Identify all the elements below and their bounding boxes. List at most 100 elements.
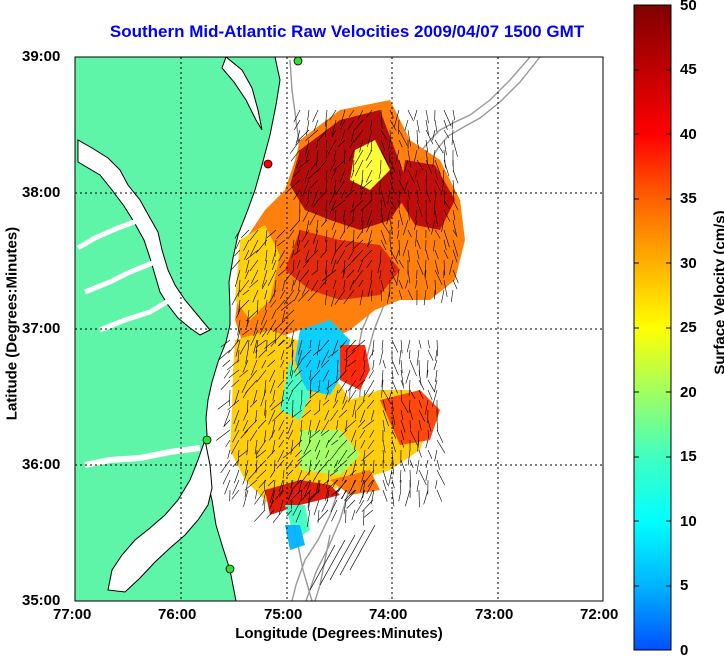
velocity-arrow bbox=[325, 489, 329, 501]
velocity-arrow bbox=[418, 419, 422, 431]
velocity-arrow bbox=[434, 269, 443, 285]
velocity-arrow bbox=[351, 509, 356, 521]
velocity-arrow bbox=[237, 319, 241, 336]
velocity-arrow bbox=[400, 369, 404, 386]
velocity-arrow bbox=[254, 459, 267, 472]
velocity-arrow bbox=[291, 379, 303, 392]
velocity-arrow bbox=[338, 479, 347, 493]
velocity-arrow bbox=[290, 139, 301, 154]
velocity-arrow bbox=[302, 259, 310, 268]
velocity-arrow bbox=[357, 259, 364, 273]
colorbar-tick-label: 15 bbox=[680, 448, 697, 465]
velocity-arrow bbox=[415, 169, 418, 179]
velocity-arrow bbox=[244, 479, 258, 491]
velocity-arrow bbox=[220, 379, 231, 391]
velocity-arrow bbox=[333, 459, 339, 469]
velocity-arrow bbox=[319, 339, 330, 352]
velocity-arrow bbox=[382, 389, 392, 405]
velocity-arrow bbox=[312, 469, 321, 482]
velocity-arrow bbox=[434, 159, 441, 175]
velocity-arrow bbox=[325, 179, 328, 191]
velocity-arrow bbox=[270, 339, 277, 347]
velocity-arrow bbox=[436, 419, 438, 432]
velocity-arrow bbox=[365, 149, 373, 161]
colorbar-ticks bbox=[634, 69, 671, 587]
velocity-arrow bbox=[309, 369, 312, 381]
velocity-arrow bbox=[418, 379, 425, 390]
velocity-arrow bbox=[329, 449, 339, 462]
velocity-arrow bbox=[335, 479, 348, 494]
velocity-arrow bbox=[359, 479, 365, 492]
station-hatteras bbox=[225, 564, 235, 574]
velocity-arrow bbox=[452, 239, 459, 257]
velocity-arrow bbox=[391, 339, 399, 353]
velocity-arrow bbox=[434, 119, 438, 133]
velocity-arrow bbox=[255, 349, 258, 359]
velocity-arrow bbox=[281, 479, 285, 493]
velocity-arrow bbox=[427, 449, 433, 460]
velocity-arrow bbox=[407, 449, 411, 466]
velocity-arrow bbox=[231, 489, 240, 500]
velocity-arrow bbox=[325, 439, 330, 448]
velocity-arrow bbox=[231, 289, 241, 306]
velocity-arrow bbox=[388, 389, 393, 400]
velocity-arrow bbox=[349, 524, 376, 571]
velocity-arrow bbox=[407, 229, 412, 238]
velocity-arrow bbox=[232, 429, 240, 443]
velocity-arrow bbox=[452, 219, 457, 236]
velocity-arrow bbox=[325, 449, 330, 459]
velocity-arrow bbox=[312, 109, 319, 123]
velocity-arrow bbox=[370, 269, 373, 281]
velocity-arrow bbox=[345, 419, 348, 433]
velocity-arrow bbox=[403, 179, 409, 194]
velocity-arrow bbox=[261, 329, 268, 338]
velocity-arrow bbox=[349, 279, 355, 291]
velocity-arrow bbox=[254, 509, 266, 522]
velocity-arrow bbox=[289, 359, 294, 377]
velocity-arrow bbox=[391, 419, 395, 430]
velocity-arrow bbox=[434, 139, 444, 154]
velocity-arrow bbox=[346, 219, 355, 229]
velocity-arrow bbox=[407, 289, 413, 301]
velocity-arrow bbox=[239, 339, 249, 355]
velocity-arrow bbox=[304, 169, 310, 182]
bay-river-3 bbox=[99, 297, 172, 333]
velocity-arrow bbox=[331, 169, 337, 180]
velocity-arrow bbox=[280, 359, 285, 368]
colorbar-tick-label: 35 bbox=[680, 190, 697, 207]
velocity-arrow bbox=[243, 409, 249, 421]
velocity-arrow bbox=[452, 189, 455, 199]
velocity-arrow bbox=[386, 289, 391, 304]
velocity-arrow bbox=[380, 209, 384, 224]
velocity-arrow bbox=[443, 259, 446, 276]
velocity-arrow bbox=[329, 469, 339, 477]
velocity-arrow bbox=[433, 359, 438, 371]
velocity-arrow bbox=[443, 119, 448, 130]
velocity-arrow bbox=[417, 439, 420, 452]
velocity-arrow bbox=[238, 279, 241, 297]
velocity-arrow bbox=[286, 509, 293, 517]
velocity-arrow bbox=[234, 229, 241, 239]
velocity-arrow bbox=[434, 249, 439, 260]
velocity-arrow bbox=[298, 429, 303, 447]
velocity-arrow bbox=[293, 109, 301, 123]
velocity-arrow bbox=[402, 239, 409, 257]
velocity-arrow bbox=[382, 449, 385, 464]
velocity-arrow bbox=[222, 359, 231, 367]
velocity-arrow bbox=[253, 339, 258, 354]
velocity-arrow bbox=[264, 379, 267, 396]
velocity-arrow bbox=[382, 489, 388, 502]
velocity-arrow bbox=[443, 279, 448, 297]
velocity-arrow bbox=[246, 439, 249, 456]
velocity-arrow bbox=[398, 239, 401, 256]
velocity-arrow bbox=[297, 339, 303, 356]
velocity-arrow bbox=[395, 149, 400, 165]
velocity-arrow bbox=[261, 279, 268, 290]
velocity-arrow bbox=[294, 119, 301, 130]
velocity-arrow bbox=[330, 409, 339, 421]
velocity-arrow bbox=[436, 489, 443, 502]
velocity-arrow bbox=[280, 299, 295, 311]
velocity-arrow bbox=[339, 529, 366, 576]
velocity-arrow bbox=[280, 289, 286, 299]
velocity-arrow bbox=[344, 419, 357, 431]
